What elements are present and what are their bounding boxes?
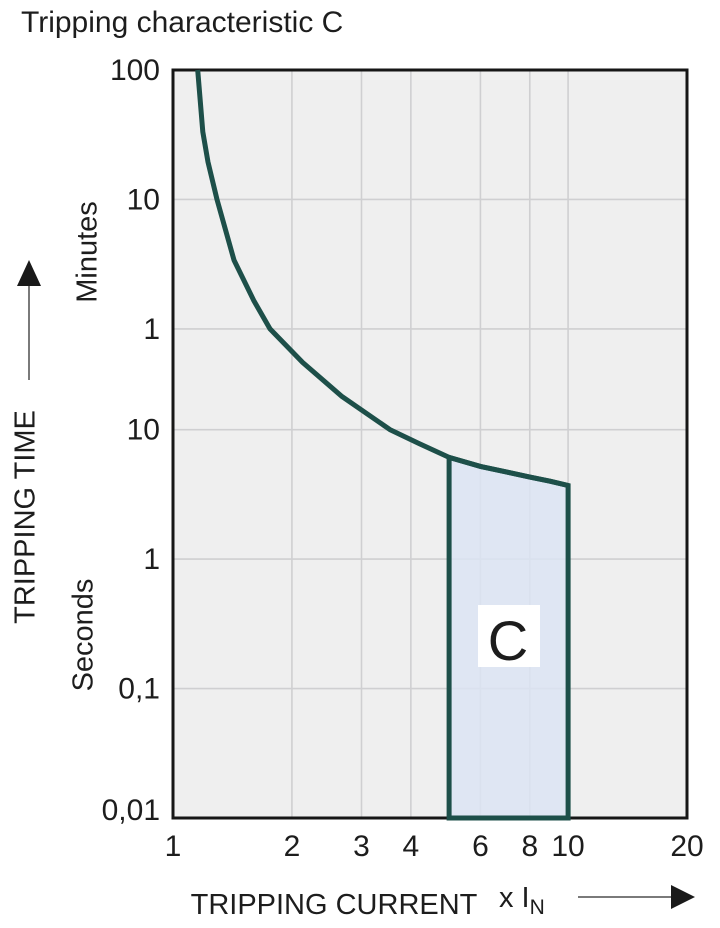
y-axis-arrow-up-icon — [17, 260, 41, 286]
y-tick-label: 1 — [143, 313, 160, 346]
plot-background — [173, 70, 687, 818]
figure-title: Tripping characteristic C — [21, 6, 344, 39]
y-tick-label: 0,1 — [118, 673, 160, 706]
region-label-box — [478, 605, 540, 667]
x-tick-label: 2 — [284, 830, 301, 863]
y-axis-unit-minutes: Minutes — [71, 201, 104, 303]
x-axis-multiplier: x IN — [499, 882, 545, 920]
x-axis-multiplier-text: x I — [499, 882, 530, 914]
y-axis-arrow-shaft — [28, 284, 30, 380]
tripping-curve — [195, 69, 569, 488]
x-tick-label: 8 — [521, 830, 538, 863]
y-tick-label: 100 — [110, 54, 160, 87]
region-label: C — [488, 609, 528, 672]
x-tick-label: 20 — [670, 830, 703, 863]
x-axis-title: TRIPPING CURRENT — [190, 889, 478, 921]
y-axis-unit-seconds: Seconds — [67, 578, 100, 692]
x-axis-arrow-right-icon — [671, 885, 695, 909]
x-tick-label: 1 — [165, 830, 182, 863]
x-axis-arrow-shaft — [578, 896, 673, 898]
x-axis-multiplier-subscript: N — [529, 896, 545, 919]
y-axis-title: TRIPPING TIME — [9, 410, 42, 624]
x-tick-label: 4 — [403, 830, 420, 863]
y-tick-label: 1 — [143, 543, 160, 576]
x-tick-label: 10 — [551, 830, 584, 863]
y-tick-label: 0,01 — [102, 794, 160, 827]
x-tick-label: 3 — [353, 830, 370, 863]
x-tick-label: 6 — [472, 830, 489, 863]
y-tick-label: 10 — [127, 414, 160, 447]
plot-border — [171, 68, 689, 820]
y-tick-label: 10 — [127, 183, 160, 216]
